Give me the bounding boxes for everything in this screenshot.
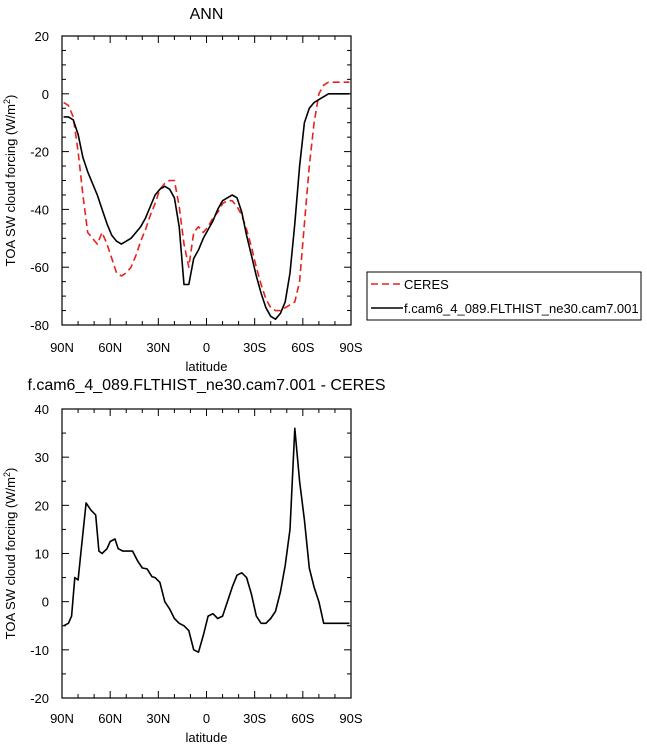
x-tick-label: 90S <box>339 340 362 355</box>
y-tick-label: -40 <box>30 202 49 217</box>
series-line-ceres <box>63 81 350 312</box>
x-axis-label: latitude <box>186 730 228 745</box>
y-axis-label-superscript: 2 <box>2 99 12 104</box>
series-line-difference <box>63 427 350 654</box>
y-tick-label: 0 <box>42 595 49 610</box>
chart-title: f.cam6_4_089.FLTHIST_ne30.cam7.001 - CER… <box>27 377 385 394</box>
y-axis-label-close: ) <box>3 95 18 99</box>
x-tick-label: 30S <box>243 340 266 355</box>
y-tick-label: 10 <box>35 547 49 562</box>
y-axis-label: TOA SW cloud forcing (W/m2) <box>2 468 18 640</box>
chart-legend: CERES f.cam6_4_089.FLTHIST_ne30.cam7.001 <box>366 271 642 321</box>
legend-label: f.cam6_4_089.FLTHIST_ne30.cam7.001 <box>404 301 639 316</box>
x-tick-label: 60N <box>98 340 122 355</box>
y-axis-label: TOA SW cloud forcing (W/m2) <box>2 95 18 267</box>
legend-label: CERES <box>404 277 449 292</box>
x-tick-label: 60N <box>98 711 122 726</box>
x-tick-label: 90S <box>339 711 362 726</box>
x-tick-label: 30S <box>243 711 266 726</box>
x-axis-label: latitude <box>186 359 228 374</box>
x-tick-label: 90N <box>50 340 74 355</box>
chart-title: ANN <box>190 6 224 23</box>
x-tick-label: 90N <box>50 711 74 726</box>
x-tick-label: 30N <box>146 711 170 726</box>
y-tick-label: 20 <box>35 29 49 44</box>
x-tick-label: 30N <box>146 340 170 355</box>
y-tick-label: -10 <box>30 643 49 658</box>
x-tick-label: 0 <box>203 711 210 726</box>
x-tick-label: 60S <box>291 711 314 726</box>
legend-box <box>366 271 642 321</box>
y-tick-label: -60 <box>30 260 49 275</box>
y-tick-label: -80 <box>30 318 49 333</box>
y-axis-label-superscript: 2 <box>2 472 12 477</box>
x-tick-label: 60S <box>291 340 314 355</box>
y-tick-label: 0 <box>42 87 49 102</box>
y-axis-label-main: TOA SW cloud forcing (W/m <box>3 104 18 266</box>
chart-panel-1: ANN 90N 60N 30N 0 30S 60S 90S 20 0 -20 -40 -60 -80 lat… <box>2 6 642 374</box>
y-tick-label: 20 <box>35 498 49 513</box>
y-tick-label: 40 <box>35 402 49 417</box>
y-tick-label: -20 <box>30 691 49 706</box>
y-axis-label-main: TOA SW cloud forcing (W/m <box>3 477 18 639</box>
y-axis-label-close: ) <box>3 468 18 472</box>
series-line-f-cam6-4-089-flthist-ne30-cam7-001 <box>63 93 350 321</box>
y-tick-label: -20 <box>30 145 49 160</box>
x-tick-label: 0 <box>203 340 210 355</box>
chart-panel-2: f.cam6_4_089.FLTHIST_ne30.cam7.001 - CER… <box>2 377 386 745</box>
y-tick-label: 30 <box>35 450 49 465</box>
